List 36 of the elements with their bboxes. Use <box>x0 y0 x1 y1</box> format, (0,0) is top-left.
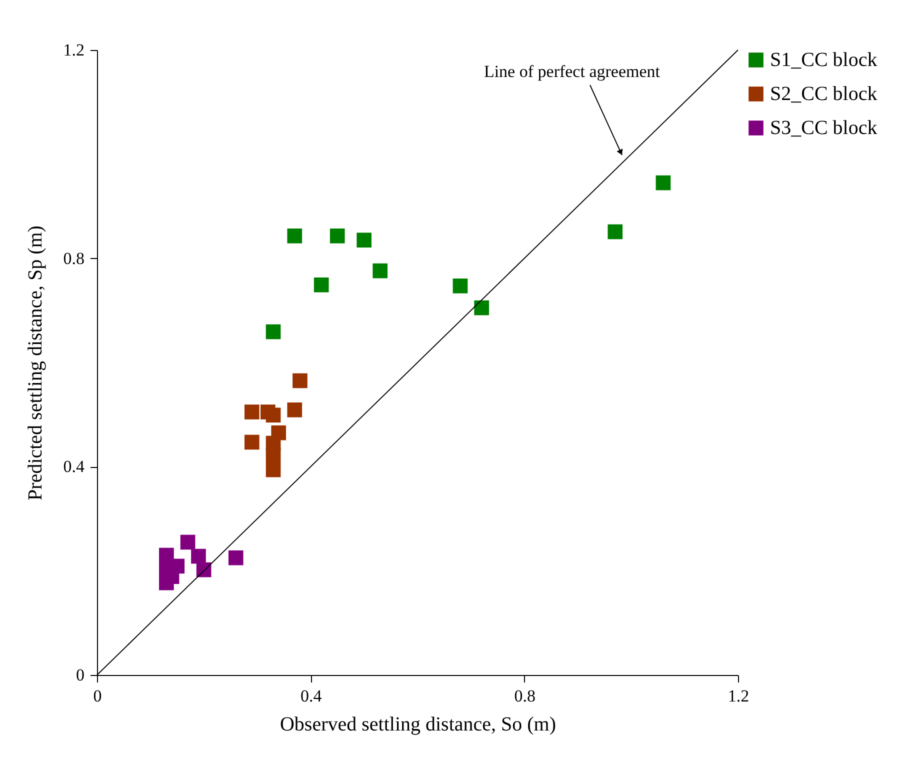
point <box>228 550 244 566</box>
point <box>287 402 302 418</box>
point <box>656 175 671 190</box>
x-tick-label: 0.4 <box>300 686 322 706</box>
point <box>474 300 490 316</box>
point <box>356 232 372 248</box>
point <box>159 548 174 563</box>
point <box>244 434 260 450</box>
point <box>266 408 281 423</box>
point <box>191 548 206 564</box>
point <box>330 228 345 244</box>
y-tick-label: 1.2 <box>63 40 84 60</box>
point <box>266 324 281 340</box>
point <box>292 373 308 388</box>
point <box>266 448 281 463</box>
y-tick-label: 0.8 <box>63 248 84 268</box>
x-tick-label: 1.2 <box>728 686 750 706</box>
legend-label: S3_CC block <box>770 117 878 139</box>
x-tick-label: 0 <box>93 686 102 706</box>
y-tick-label: 0 <box>76 666 84 684</box>
point <box>287 228 302 244</box>
y-tick-label: 0.4 <box>63 457 85 476</box>
y-axis-title: Predicted settling distance, Sp (m) <box>24 226 46 500</box>
point <box>372 263 388 278</box>
legend-label: S1_CC block <box>770 49 878 71</box>
point <box>244 404 260 420</box>
annotation: Line of perfect agreement <box>484 62 660 81</box>
point <box>452 278 468 294</box>
legend-label: S2_CC block <box>770 83 878 105</box>
x-axis-title: Observed settling distance, So (m) <box>280 714 556 736</box>
point <box>180 534 196 550</box>
x-tick-label: 0.8 <box>514 686 536 706</box>
point <box>266 462 281 478</box>
point <box>608 224 623 240</box>
point <box>159 575 174 590</box>
point <box>314 277 329 292</box>
